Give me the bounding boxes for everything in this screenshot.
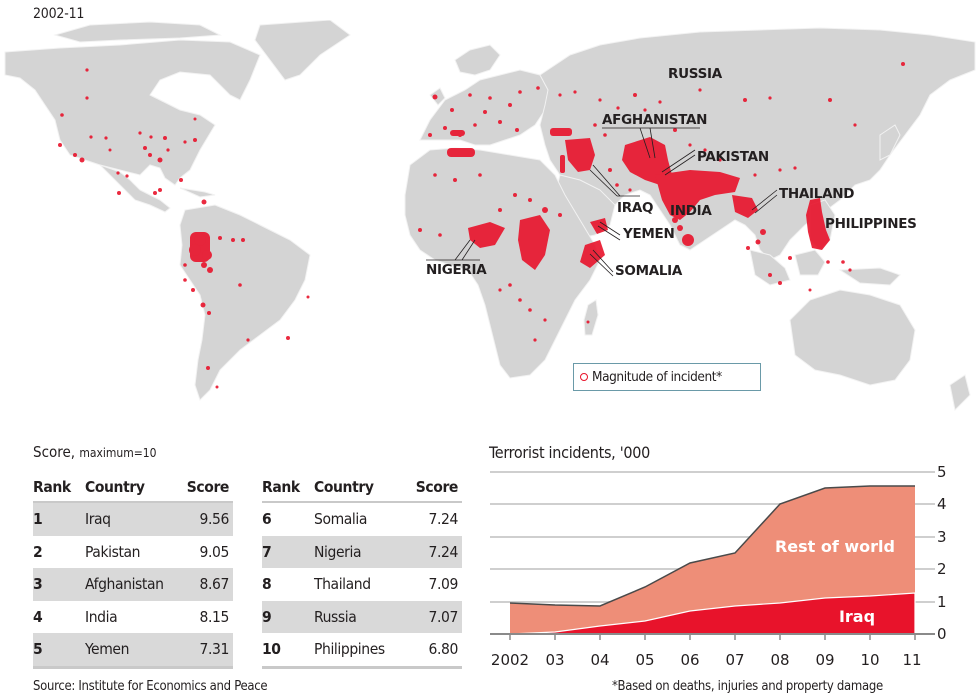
country-cell: Somalia: [314, 510, 368, 529]
score-cell: 8.15: [199, 607, 230, 626]
table-row: 4 India 8.15: [33, 601, 233, 634]
svg-text:09: 09: [815, 651, 834, 669]
footnote: *Based on deaths, injuries and property …: [612, 679, 883, 694]
column-header-score: Score: [403, 473, 462, 503]
incident-markers: [58, 62, 905, 389]
series-label-rest-of-world: Rest of world: [775, 537, 895, 556]
table-header-row: Rank Country Score: [33, 473, 233, 503]
country-cell: Russia: [314, 600, 404, 633]
legend-label: Magnitude of incident*: [592, 369, 722, 385]
score-cell: 6.80: [403, 633, 462, 669]
rank-cell: 3: [33, 568, 85, 601]
incidents-area-chart: Rest of world Iraq 2002 03 04 05 06 07 0…: [490, 463, 947, 669]
source-note: Source: Institute for Economics and Peac…: [33, 679, 268, 694]
map-label-thailand: THAILAND: [779, 186, 854, 202]
score-cell: 8.67: [178, 568, 233, 601]
svg-text:3: 3: [937, 528, 947, 546]
svg-text:07: 07: [725, 651, 744, 669]
score-cell: 7.24: [403, 535, 462, 568]
svg-text:05: 05: [635, 651, 654, 669]
map-label-india: INDIA: [670, 203, 712, 219]
table-title-sub: maximum=10: [79, 446, 157, 460]
total-line: [509, 485, 915, 607]
column-header-score: Score: [178, 473, 233, 503]
table-header-row: Rank Country Score: [262, 473, 462, 503]
svg-text:03: 03: [545, 651, 564, 669]
map-label-yemen: YEMEN: [622, 226, 674, 242]
score-table-right: Rank Country Score 6 Somalia 7.24 7 Nigeria…: [262, 473, 462, 669]
svg-text:2: 2: [937, 560, 947, 578]
score-cell: 7.31: [178, 633, 233, 669]
score-cell: 7.09: [428, 575, 459, 594]
svg-text:0: 0: [937, 625, 947, 643]
x-tick-labels: 2002 03 04 05 06 07 08 09 10 11: [491, 651, 922, 669]
map-label-pakistan: PAKISTAN: [697, 149, 769, 165]
score-cell: 9.05: [199, 542, 230, 561]
column-header-country: Country: [85, 473, 179, 503]
table-title: Score, maximum=10: [33, 443, 157, 461]
area-iraq: [509, 592, 916, 635]
country-cell: Philippines: [314, 633, 404, 669]
map-label-afghanistan: AFGHANISTAN: [602, 112, 707, 128]
map-label-philippines: PHILIPPINES: [825, 216, 917, 232]
land-masses: [4, 20, 976, 412]
score-table-left: Rank Country Score 1 Iraq 9.56 2 Pakistan 9.…: [33, 473, 233, 669]
x-ticks: [509, 634, 916, 640]
table-row: 5 Yemen 7.31: [33, 633, 233, 669]
country-cell: Nigeria: [314, 535, 404, 568]
y-tick-labels: 0 1 2 3 4 5: [937, 463, 947, 643]
rank-cell: 2: [33, 542, 43, 561]
svg-text:08: 08: [770, 651, 789, 669]
map-label-somalia: SOMALIA: [615, 263, 683, 279]
rank-cell: 4: [33, 607, 43, 626]
svg-text:4: 4: [937, 495, 947, 513]
rank-cell: 8: [262, 575, 272, 594]
country-cell: Thailand: [314, 575, 371, 594]
map-labels: RUSSIA AFGHANISTAN PAKISTAN THAILAND IRA…: [426, 66, 917, 279]
table-row: 1 Iraq 9.56: [33, 502, 233, 536]
svg-text:04: 04: [590, 651, 609, 669]
table-row: 3 Afghanistan 8.67: [33, 568, 233, 601]
svg-text:11: 11: [902, 651, 921, 669]
svg-text:5: 5: [937, 463, 947, 481]
rank-cell: 7: [262, 535, 314, 568]
rank-cell: 9: [262, 600, 314, 633]
table-row: 6 Somalia 7.24: [262, 502, 462, 536]
table-row: 8 Thailand 7.09: [262, 568, 462, 601]
svg-text:06: 06: [680, 651, 699, 669]
score-cell: 7.24: [428, 510, 459, 529]
series-label-iraq: Iraq: [839, 607, 875, 626]
score-cell: 7.07: [403, 600, 462, 633]
column-header-rank: Rank: [262, 473, 314, 503]
rank-cell: 5: [33, 633, 85, 669]
country-cell: Iraq: [85, 502, 179, 536]
country-cell: Yemen: [85, 633, 179, 669]
country-cell: Pakistan: [85, 542, 141, 561]
area-rest-of-world-top: [510, 486, 915, 634]
svg-text:1: 1: [937, 593, 947, 611]
table-row: 9 Russia 7.07: [262, 600, 462, 633]
table-title-main: Score,: [33, 443, 76, 461]
chart-title: Terrorist incidents, '000: [489, 443, 650, 462]
map-label-russia: RUSSIA: [668, 66, 723, 82]
country-cell: India: [85, 607, 118, 626]
table-row: 10 Philippines 6.80: [262, 633, 462, 669]
column-header-country: Country: [314, 473, 404, 503]
map-label-nigeria: NIGERIA: [426, 262, 487, 278]
svg-text:2002: 2002: [491, 651, 529, 669]
period-label: 2002-11: [33, 6, 85, 22]
country-cell: Afghanistan: [85, 568, 179, 601]
world-map: RUSSIA AFGHANISTAN PAKISTAN THAILAND IRA…: [4, 20, 976, 412]
map-legend: Magnitude of incident*: [573, 363, 761, 391]
rank-cell: 1: [33, 502, 85, 536]
map-label-iraq: IRAQ: [617, 200, 653, 216]
column-header-rank: Rank: [33, 473, 85, 503]
rank-cell: 6: [262, 510, 272, 529]
incident-circle-icon: [580, 373, 588, 381]
score-cell: 9.56: [178, 502, 233, 536]
table-row: 7 Nigeria 7.24: [262, 535, 462, 568]
table-row: 2 Pakistan 9.05: [33, 536, 233, 569]
svg-text:10: 10: [860, 651, 879, 669]
rank-cell: 10: [262, 633, 314, 669]
